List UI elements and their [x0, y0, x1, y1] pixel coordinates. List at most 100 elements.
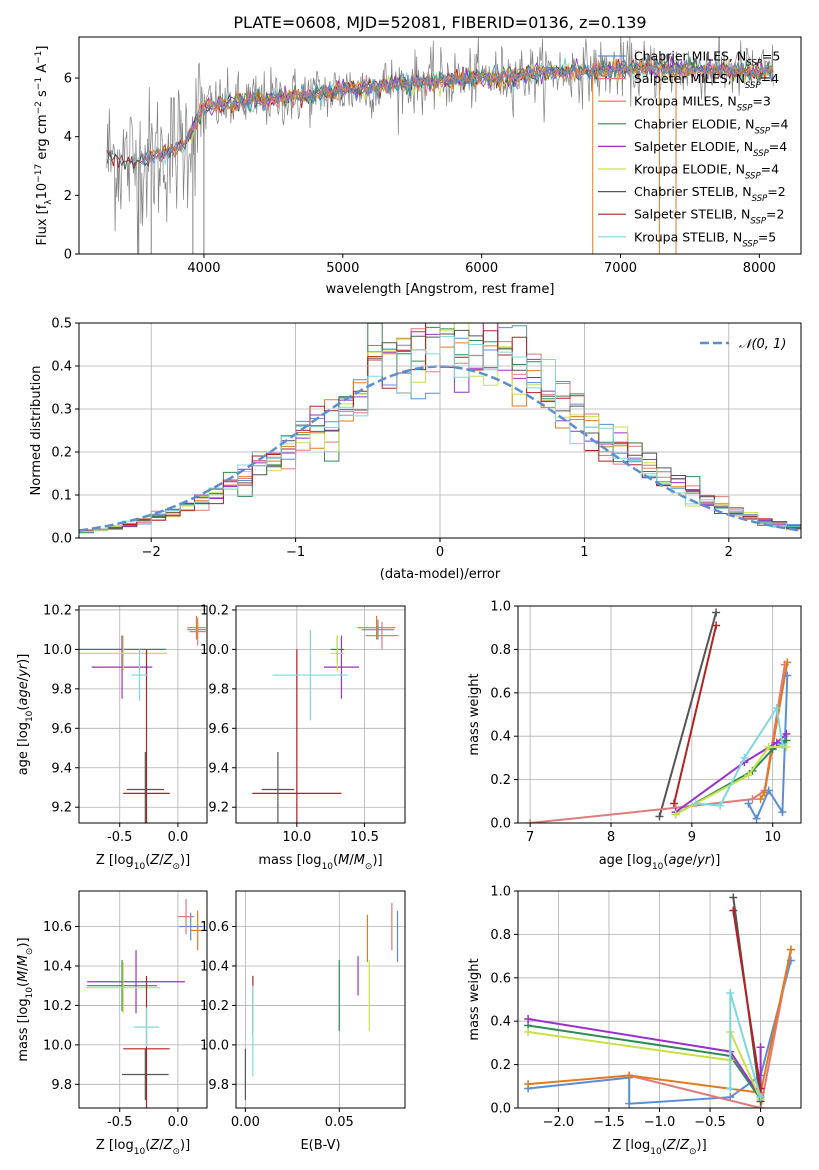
x-tick-label: 8000 [743, 261, 776, 276]
label-part: 10 [650, 1147, 662, 1157]
weight-series-line [527, 960, 792, 1105]
y-tick-label: 10.6 [200, 920, 229, 935]
label-part: M [354, 853, 365, 868]
weight-series-line [673, 625, 718, 804]
label-part: ⊙ [25, 948, 35, 956]
label-part: / [349, 853, 354, 868]
y-tick-label: 10.2 [43, 603, 72, 618]
y-tick-label: 9.6 [208, 722, 229, 737]
weight-point-marker [748, 795, 757, 804]
label-part: s [35, 90, 50, 101]
y-tick-label: 9.8 [51, 1078, 72, 1093]
label-part: ( [16, 982, 31, 987]
legend-text: Kroupa STELIB, N [634, 229, 742, 244]
spectrum-frame [78, 36, 802, 255]
legend-text: Kroupa ELODIE, N [634, 162, 745, 177]
weight-point-marker [764, 743, 773, 752]
y-tick-label: 9.8 [51, 682, 72, 697]
label-part: Z [log [612, 1138, 650, 1153]
mass_vs_Z-axes: -0.5 0.0 9.8 10.0 10.2 10.4 10.6 [43, 891, 207, 1130]
y-tick-label: 1.0 [490, 600, 511, 615]
label-part: / [16, 966, 31, 971]
label-part: )] [16, 654, 31, 664]
residuals-axes: −2 −1 0 1 2 0.0 0.1 0.2 0.3 0.4 0.5 [51, 317, 801, 560]
weight-series-line [628, 949, 792, 1108]
legend-sub: SSP [750, 217, 766, 227]
x-tick-label: -0.5 [107, 1115, 132, 1130]
x-tick-label: 6000 [465, 261, 498, 276]
x-tick-label: 0 [756, 1115, 764, 1130]
mass_vs_ebv-axes: 0.00 0.05 9.8 10.0 10.2 10.4 10.6 [200, 891, 405, 1130]
mass_vs_Z-errorbars [85, 898, 205, 1108]
panels: 4000 5000 6000 7000 8000 0 2 4 6 wavelength [Angs… [16, 36, 802, 1157]
weight-point-marker [782, 730, 791, 739]
y-tick-label: 0.4 [51, 360, 72, 375]
label-part: ( [663, 853, 668, 868]
weight-point-marker [744, 771, 753, 780]
legend-label: Salpeter ELODIE, NSSP=4 [634, 139, 787, 159]
label-part: Z [679, 1138, 690, 1153]
weight-point-marker [716, 801, 725, 810]
y-tick-label: 9.2 [208, 801, 229, 816]
y-tick-label: 9.8 [208, 682, 229, 697]
y-tick-label: 6 [64, 72, 72, 87]
label-part: −17 [34, 164, 44, 183]
x-tick-label: 5000 [326, 261, 359, 276]
x-tick-label: 0.05 [325, 1115, 354, 1130]
weight_vs_age-axes: 7 8 9 10 0.0 0.2 0.4 0.6 0.8 1.0 [490, 600, 801, 845]
y-tick-label: 0.5 [51, 317, 72, 332]
label-part: M [16, 955, 31, 966]
legend-label: Kroupa ELODIE, NSSP=4 [634, 162, 779, 182]
legend-label: Kroupa MILES, NSSP=3 [634, 94, 771, 114]
label-part: ( [333, 853, 338, 868]
x-tick-label: 8 [607, 830, 615, 845]
weight-point-marker [671, 810, 680, 819]
weight-series-line [729, 992, 762, 1098]
legend-text: Salpeter MILES, N [634, 71, 745, 86]
weight-point-marker [764, 786, 773, 795]
y-tick-label: 0.6 [490, 686, 511, 701]
figure-title: PLATE=0608, MJD=52081, FIBERID=0136, z=0… [233, 13, 646, 32]
weight-point-marker [524, 1080, 533, 1089]
weight-series-line [658, 612, 718, 817]
label-part: age [16, 681, 31, 705]
legend-label: Salpeter STELIB, NSSP=2 [634, 207, 784, 227]
weight_vs_Z-lines [524, 893, 795, 1108]
weight_vs_Z-frame [517, 890, 802, 1109]
y-tick-label: 10.2 [43, 999, 72, 1014]
label-part: / [676, 1138, 681, 1153]
y-tick-label: 0.6 [490, 971, 511, 986]
x-tick-label: 0.00 [231, 1115, 260, 1130]
weight-series-line [732, 910, 762, 1089]
legend-label: Chabrier STELIB, NSSP=2 [634, 184, 786, 204]
weight-series-line [527, 1018, 762, 1101]
label-part: age [log [599, 853, 652, 868]
legend-text: Salpeter STELIB, N [634, 207, 750, 222]
legend-n: =2 [766, 207, 784, 222]
label-part: ⊙ [689, 1147, 697, 1157]
label-part: age [668, 853, 692, 868]
weight-point-marker [782, 743, 791, 752]
label-part: ( [145, 1138, 150, 1153]
x-tick-label: 0 [436, 545, 444, 560]
label-part: ⊙ [172, 1147, 180, 1157]
x-tick-label: −2 [142, 545, 161, 560]
model-fit-line [141, 58, 774, 165]
weight_vs_age-lines [526, 608, 792, 823]
residual-ylabel: Normed distribution [29, 366, 44, 496]
mass_vs_ebv-frame [235, 890, 406, 1109]
label-part: age [log [16, 722, 31, 775]
label-part: 10 [25, 710, 35, 722]
weight-point-marker [524, 1028, 533, 1037]
weight-point-marker [756, 1093, 765, 1102]
mass_vs_ebv-errorbars [244, 902, 399, 1101]
model-fit-line [189, 56, 774, 140]
y-tick-label: 10.4 [200, 959, 229, 974]
weight-point-marker [712, 621, 721, 630]
legend-text: Salpeter ELODIE, N [634, 139, 753, 154]
x-tick-label: −1 [286, 545, 305, 560]
x-tick-label: 10.5 [350, 830, 379, 845]
legend-text: Chabrier ELODIE, N [634, 116, 754, 131]
